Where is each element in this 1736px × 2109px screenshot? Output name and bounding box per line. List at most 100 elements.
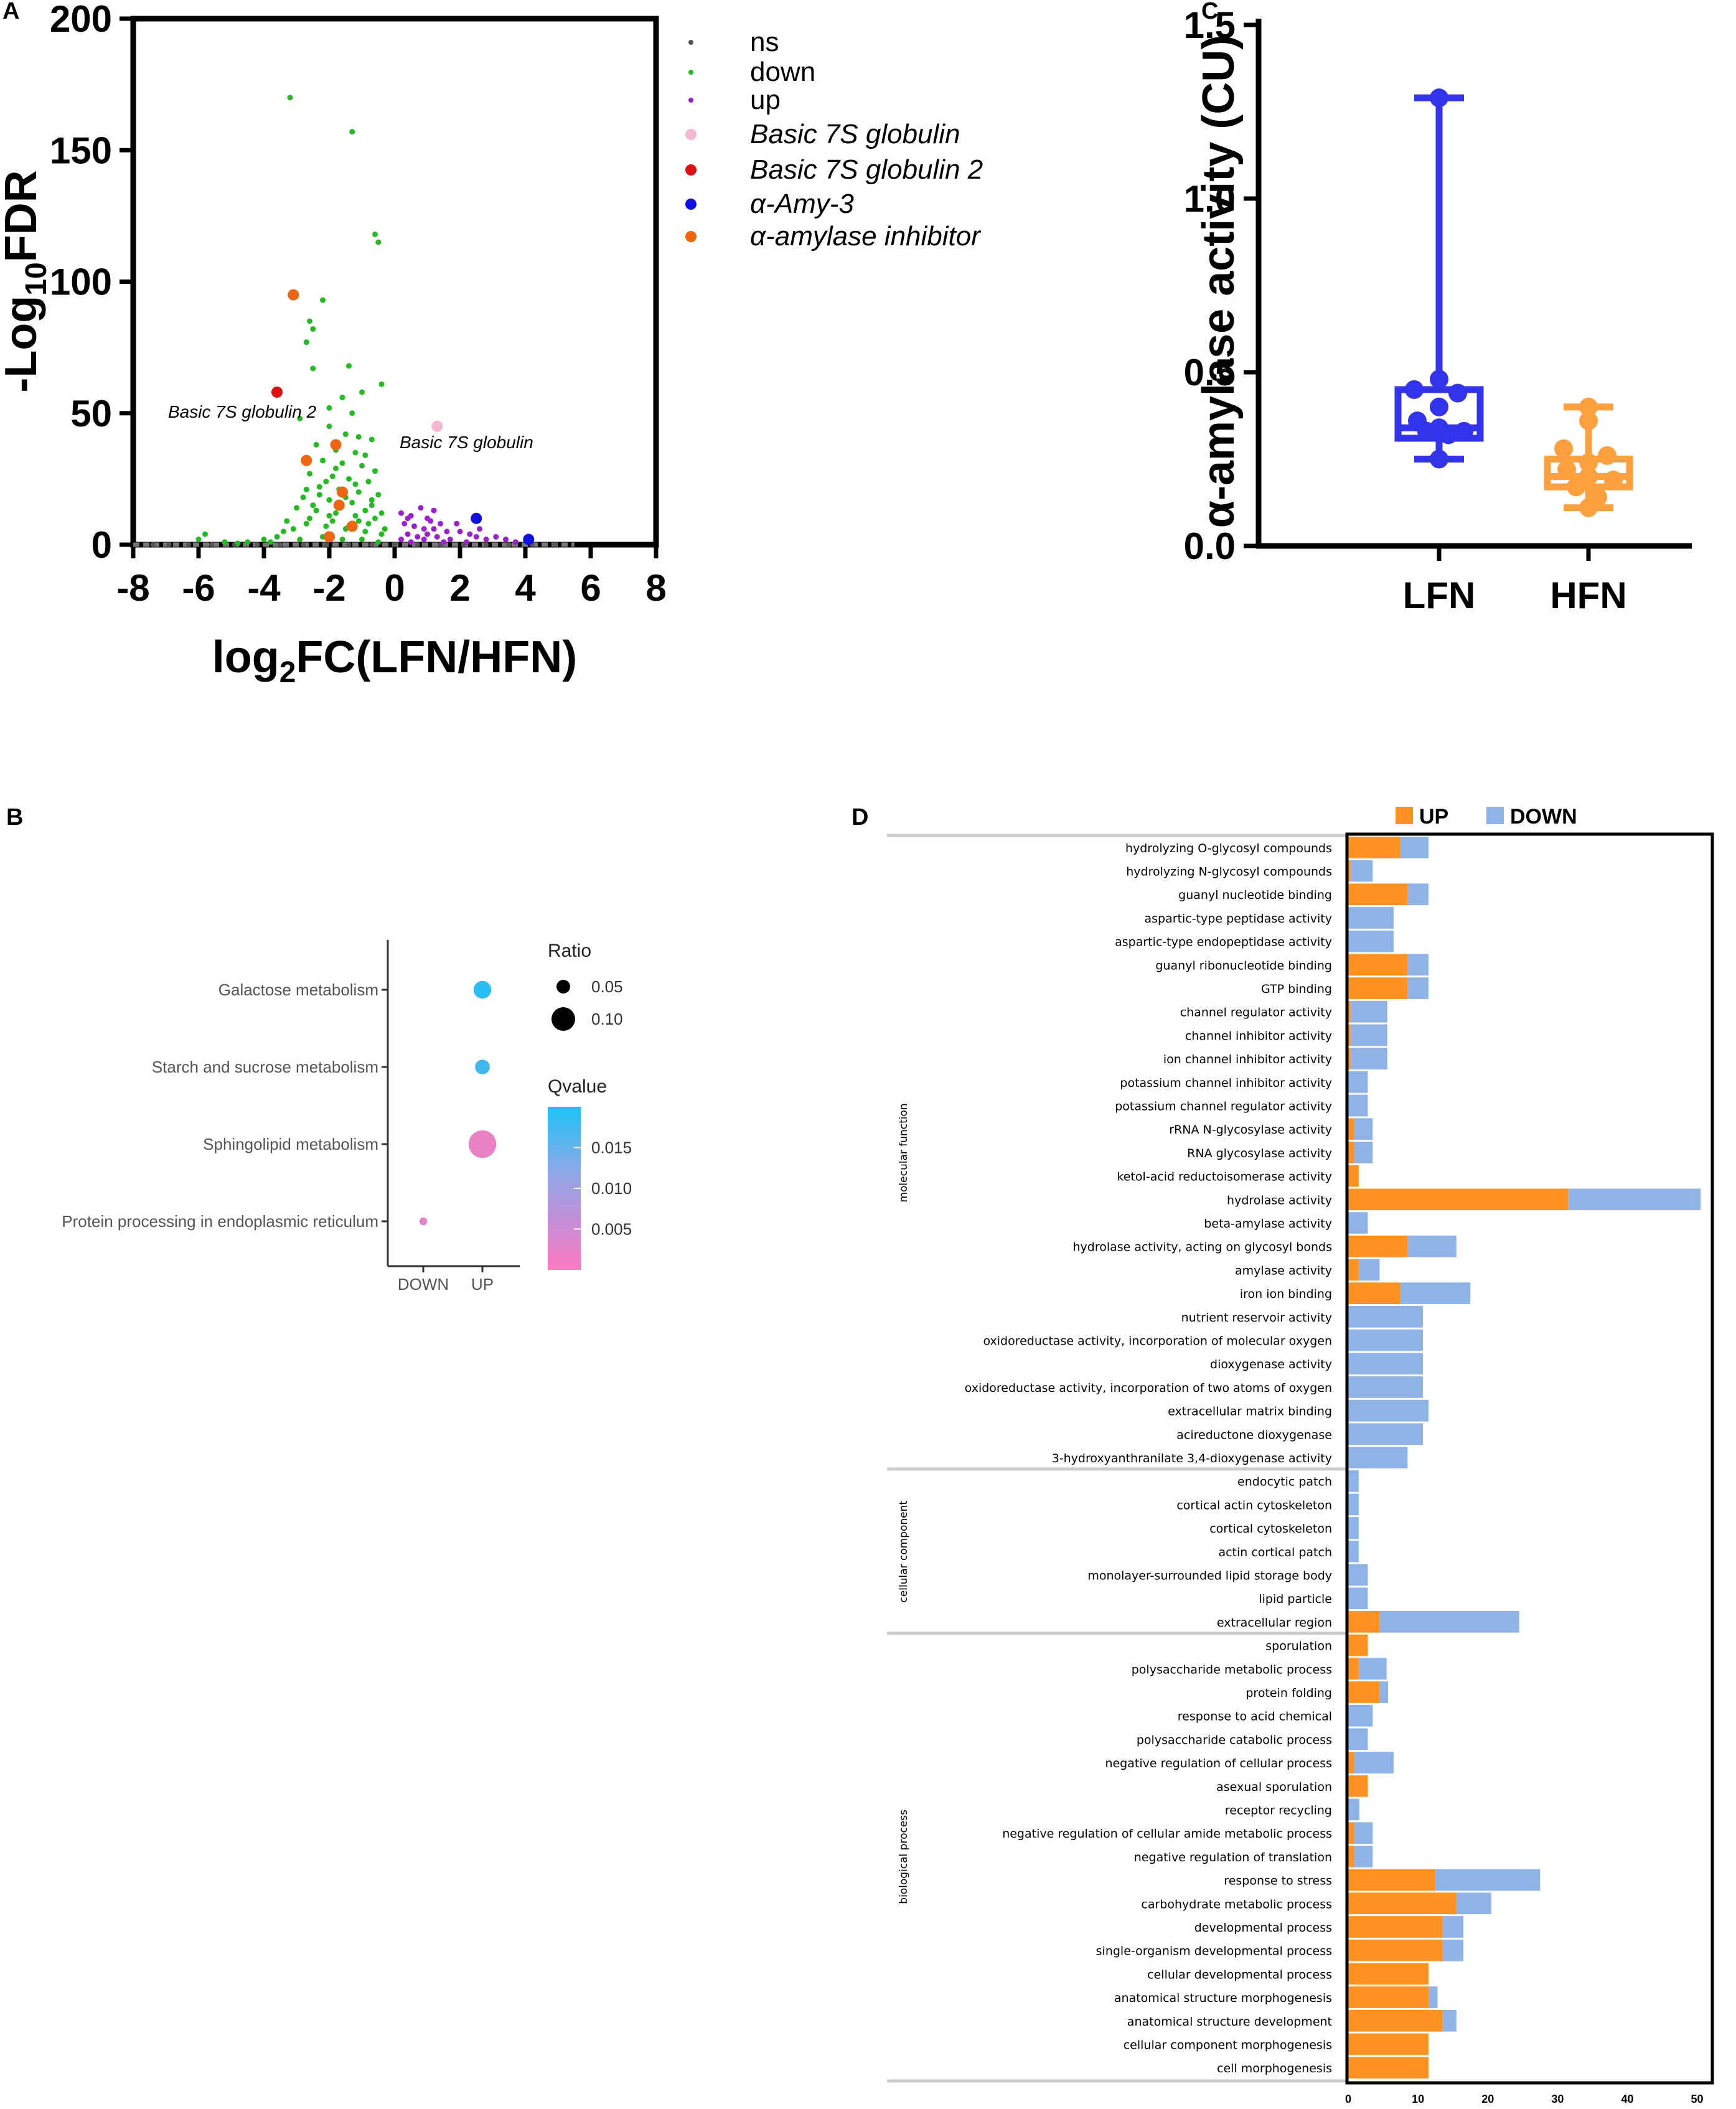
volcano-point-up (483, 537, 489, 543)
volcano-point-ns (186, 542, 192, 547)
go-bar-up (1348, 1869, 1436, 1891)
go-bar-down (1379, 1681, 1388, 1703)
volcano-point-up (421, 526, 427, 532)
box-xtick-label: HFN (1550, 575, 1626, 616)
volcano-point-ns (506, 542, 512, 547)
go-xtick-label: 40 (1621, 2093, 1633, 2105)
go-bar-down (1348, 907, 1394, 929)
go-legend-down-label: DOWN (1510, 805, 1577, 829)
volcano-point-up (398, 537, 404, 543)
volcano-point-down (375, 539, 382, 545)
go-bar-up (1348, 1939, 1443, 1961)
go-term-label: asexual sporulation (1216, 1780, 1332, 1794)
go-term-label: receptor recycling (1225, 1803, 1332, 1817)
volcano-ylabel: -Log10FDR (0, 170, 53, 392)
go-bar-down (1348, 1798, 1359, 1821)
go-term-label: hydrolyzing N-glycosyl compounds (1126, 865, 1332, 879)
go-bar-down (1348, 1329, 1423, 1351)
volcano-point-ns (346, 542, 352, 547)
volcano-xtick-label: 4 (515, 567, 536, 609)
kegg-bubble-plot: Galactose metabolism Starch and sucrose m… (62, 940, 632, 1294)
go-term-label: negative regulation of cellular amide me… (1002, 1827, 1332, 1841)
volcano-point-down (303, 339, 309, 345)
go-bar-down (1350, 1048, 1387, 1069)
go-bar-down (1348, 1353, 1423, 1375)
box-point (1405, 380, 1424, 399)
kegg-bubble (419, 1217, 428, 1226)
volcano-point-down (368, 436, 375, 443)
go-bar-down (1358, 1259, 1380, 1281)
volcano-point-down (339, 537, 345, 543)
volcano-legend-label: ns (750, 27, 779, 57)
box-group-hfn (1544, 397, 1633, 517)
go-term-label: RNA glycosylase activity (1187, 1147, 1332, 1160)
go-bar-up (1348, 1118, 1354, 1140)
go-bar-down (1401, 1282, 1471, 1304)
box-iqr (1394, 386, 1484, 442)
volcano-ytick-label: 200 (50, 0, 112, 40)
go-bar-down (1348, 1704, 1373, 1727)
go-bar-down (1353, 1142, 1373, 1163)
volcano-point-down (310, 326, 316, 332)
volcano-point-ns (369, 542, 375, 547)
box-point (1554, 439, 1573, 458)
kegg-bubble (473, 980, 492, 999)
volcano-point-down (368, 497, 375, 503)
go-term-label: cortical cytoskeleton (1209, 1522, 1332, 1536)
go-term-label: acireductone dioxygenase (1176, 1428, 1332, 1442)
volcano-point-down (349, 499, 355, 505)
go-term-label: extracellular matrix binding (1168, 1405, 1332, 1419)
kegg-ratio-label: 0.10 (591, 1010, 623, 1028)
box-point (1579, 467, 1598, 486)
kegg-pathway-label: Starch and sucrose metabolism (152, 1058, 378, 1076)
volcano-point-up (411, 523, 417, 529)
volcano-point-down (355, 518, 362, 524)
go-bar-down (1348, 1493, 1359, 1516)
volcano-point-up (454, 520, 460, 527)
go-bar-down (1435, 1869, 1541, 1891)
go-term-label: cellular component morphogenesis (1124, 2038, 1332, 2052)
volcano-point-down (274, 533, 280, 540)
go-legend-up-label: UP (1419, 805, 1448, 829)
volcano-point-down (355, 434, 362, 440)
go-bar-up (1348, 1142, 1354, 1163)
volcano-xtick-label: 0 (384, 567, 405, 609)
volcano-point-down (310, 502, 316, 509)
volcano-point-ns (301, 542, 306, 547)
go-bar-down (1401, 837, 1429, 858)
volcano-point-down (284, 518, 290, 524)
go-bar-up (1348, 1892, 1457, 1915)
go-bar-up (1348, 1235, 1408, 1257)
volcano-point-down (245, 539, 251, 545)
volcano-point-amylase_inhibitor (288, 289, 299, 301)
box-point (1557, 460, 1576, 479)
panel-letter-c: C (1201, 0, 1218, 24)
go-term-label: anatomical structure development (1127, 2015, 1332, 2029)
volcano-point-down (268, 539, 273, 545)
volcano-point-amylase_inhibitor (333, 499, 345, 511)
box-point (1448, 383, 1467, 403)
volcano-point-down (329, 518, 335, 524)
go-bar-down (1407, 883, 1429, 906)
kegg-qvalue-label: 0.015 (591, 1139, 632, 1157)
go-term-label: oxidoreductase activity, incorporation o… (965, 1381, 1332, 1395)
go-bar-down (1348, 1399, 1429, 1422)
go-xtick-label: 10 (1412, 2093, 1424, 2105)
volcano-point-down (346, 476, 352, 482)
kegg-qvalue-label: 0.005 (591, 1220, 632, 1239)
box-ytick-label: 0.5 (1184, 352, 1236, 393)
volcano-point-up (473, 533, 479, 540)
volcano-point-down (362, 507, 368, 514)
go-bar-up (1348, 1822, 1354, 1844)
go-bar-down (1348, 1305, 1423, 1328)
volcano-point-down (359, 389, 365, 395)
go-bar-up (1348, 2009, 1443, 2032)
kegg-ratio-label: 0.05 (591, 977, 623, 996)
volcano-legend-label: α-amylase inhibitor (750, 221, 982, 251)
volcano-point-down (261, 537, 267, 543)
go-bar-down (1353, 1846, 1373, 1867)
kegg-ratio-swatch (556, 980, 570, 993)
volcano-point-ns (392, 542, 397, 547)
go-bar-down (1407, 954, 1429, 976)
